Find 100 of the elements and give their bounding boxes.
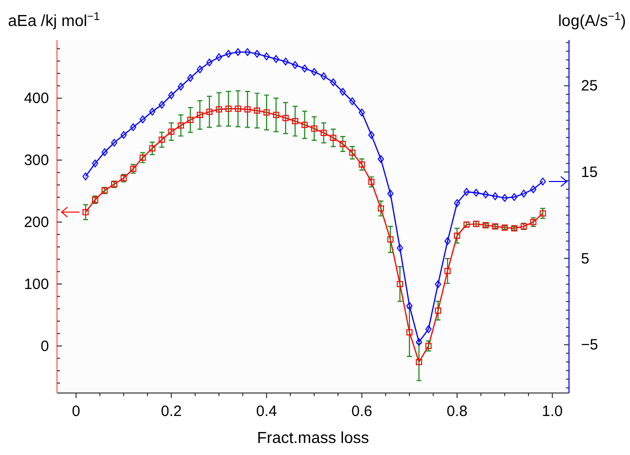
point (272, 112, 280, 118)
point (473, 188, 480, 197)
point (511, 193, 518, 201)
point (416, 358, 422, 366)
point (292, 61, 298, 69)
point (120, 131, 127, 139)
point (358, 161, 365, 168)
point (416, 338, 422, 346)
point (168, 91, 174, 100)
point (282, 58, 289, 66)
point (149, 145, 156, 152)
point (330, 134, 336, 141)
point (130, 123, 136, 132)
point (492, 192, 498, 200)
point (482, 190, 489, 198)
point (502, 194, 508, 202)
point (234, 48, 242, 56)
point (378, 155, 384, 164)
y-tick-label: 100 (24, 276, 49, 294)
point (140, 116, 146, 124)
point (368, 178, 374, 185)
x-tick-label: 0 (72, 403, 80, 420)
point (396, 244, 404, 252)
point (82, 209, 89, 216)
point (111, 138, 118, 147)
point (234, 106, 242, 112)
point (320, 130, 327, 136)
point (92, 160, 98, 168)
y-tick-label: 0 (40, 338, 49, 355)
point (368, 131, 374, 139)
point (311, 125, 318, 132)
point (282, 114, 289, 122)
point (340, 88, 346, 96)
point (158, 100, 165, 109)
point (187, 116, 194, 123)
point (178, 122, 184, 129)
point (387, 190, 394, 198)
point (206, 108, 213, 115)
point (82, 172, 89, 180)
y2-tick-label: −5 (581, 336, 598, 354)
point (520, 190, 527, 198)
point (378, 205, 384, 212)
point (444, 237, 451, 245)
x-tick-label: 0.8 (446, 403, 468, 420)
point (196, 112, 203, 118)
point (434, 280, 442, 288)
point (149, 108, 156, 116)
point (158, 136, 165, 143)
y2-axis-title: log(A/s$^{−1}$) (558, 11, 626, 30)
point (302, 64, 308, 72)
point (434, 308, 442, 314)
point (178, 82, 184, 91)
point (320, 72, 327, 80)
y2-tick-label: 15 (581, 164, 598, 182)
x-tick-label: 1.0 (542, 403, 563, 420)
point (140, 154, 146, 161)
point (464, 188, 470, 196)
point (263, 109, 270, 116)
point (349, 150, 356, 156)
point (349, 97, 356, 106)
x-tick-label: 0.4 (256, 403, 277, 420)
point (387, 236, 394, 243)
point (196, 65, 203, 74)
point (540, 210, 546, 217)
point (454, 199, 460, 208)
y-axis-title: aEa /kj mol$^{−1}$ (8, 11, 100, 30)
point (254, 108, 260, 114)
point (272, 55, 280, 63)
point (444, 268, 451, 274)
point (168, 128, 174, 135)
point (216, 106, 222, 112)
y-tick-label: 400 (24, 90, 49, 108)
y-tick-label: 200 (24, 214, 49, 232)
point (396, 280, 404, 288)
point (292, 118, 298, 124)
x-tick-label: 0.2 (160, 403, 182, 420)
point (216, 53, 222, 62)
point (254, 50, 260, 58)
point (358, 108, 365, 116)
point (244, 48, 251, 56)
y2-tick-label: 25 (581, 78, 598, 95)
point (225, 106, 232, 112)
point (206, 58, 213, 66)
point (102, 148, 108, 156)
point (263, 52, 270, 60)
point (425, 342, 432, 350)
point (425, 325, 432, 334)
point (244, 106, 251, 112)
y2-tick-label: 5 (581, 250, 590, 268)
point (330, 78, 336, 86)
point (340, 140, 346, 148)
point (225, 50, 232, 58)
point (302, 122, 308, 128)
x-axis-title: Fract.mass loss (256, 430, 370, 447)
point (454, 232, 460, 239)
y-tick-label: 300 (24, 152, 49, 170)
point (540, 178, 546, 186)
point (530, 185, 536, 194)
point (187, 74, 194, 82)
point (406, 329, 413, 336)
